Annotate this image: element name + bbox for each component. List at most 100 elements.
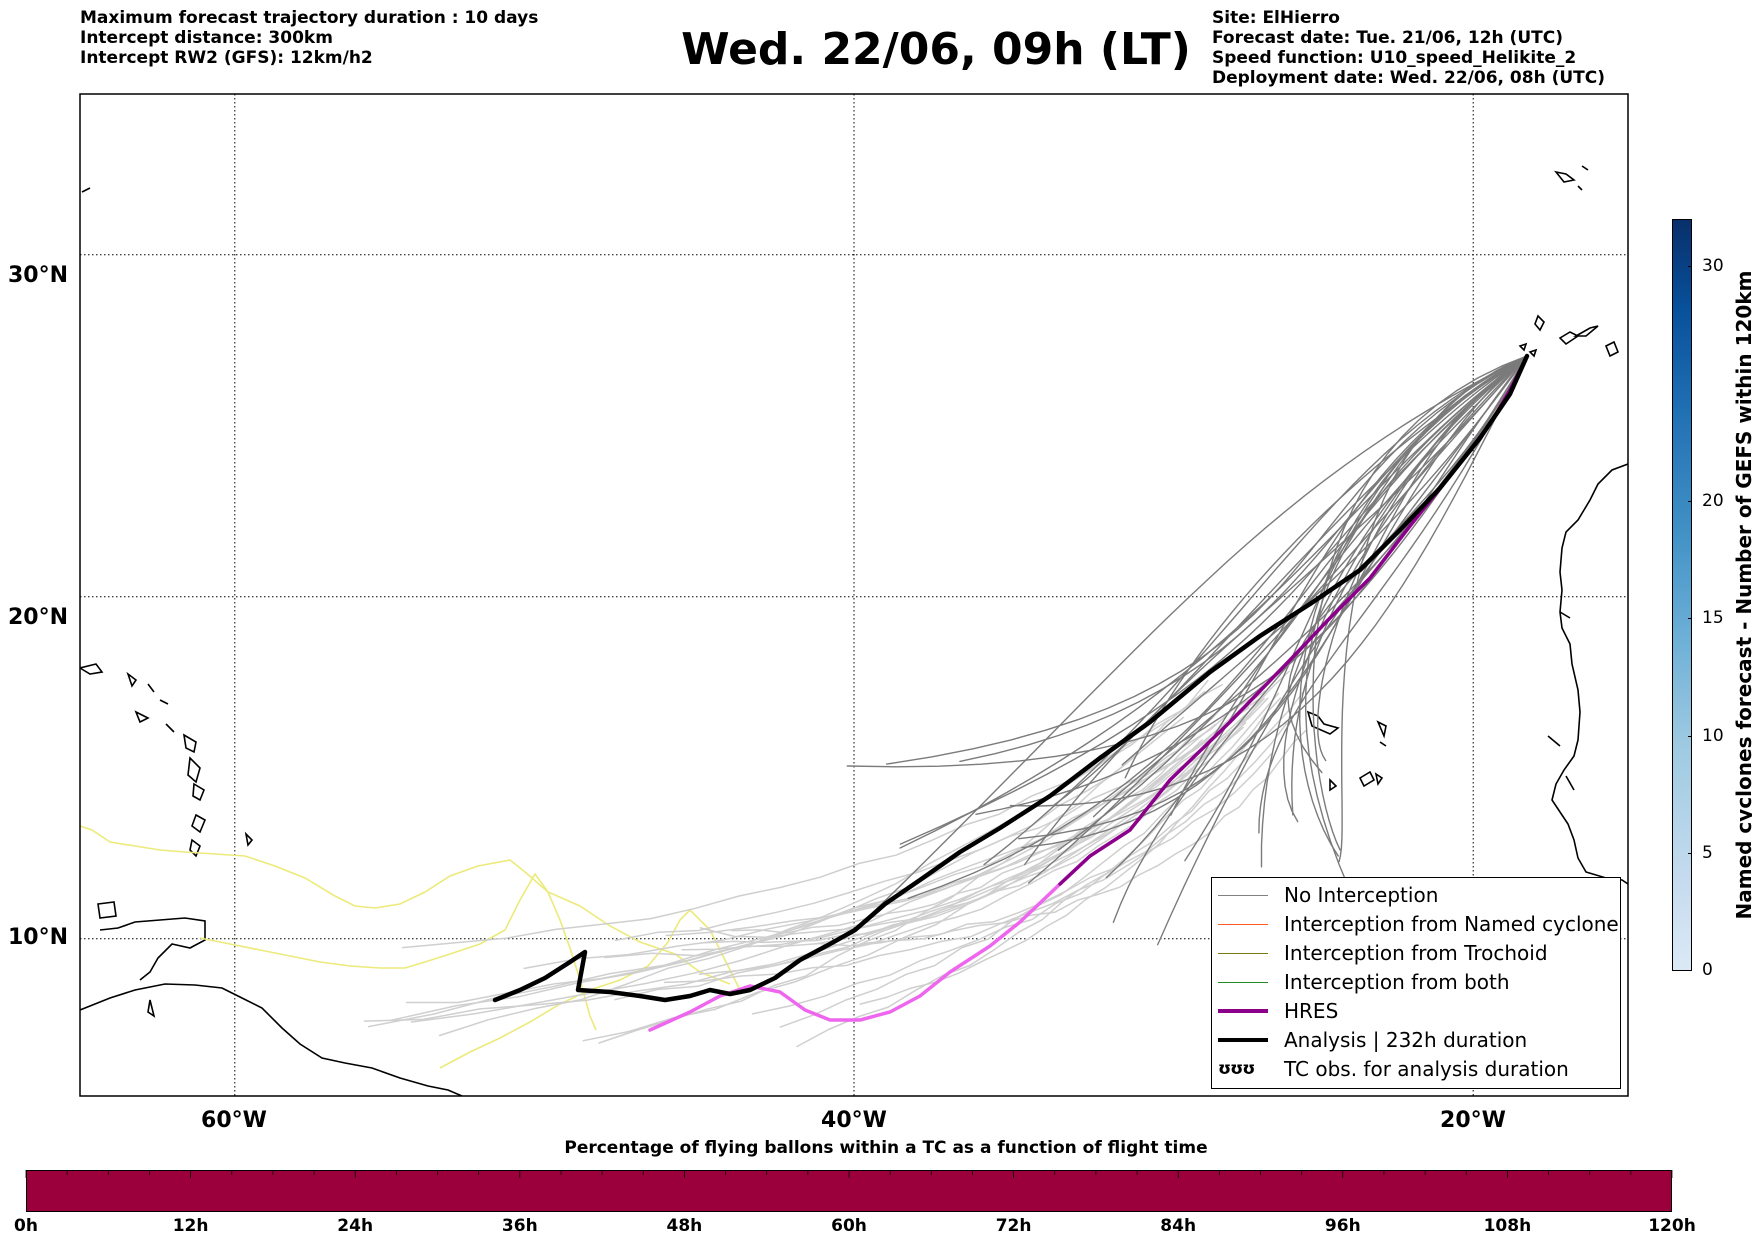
ensemble-member-33 (1338, 355, 1528, 863)
ensemble-member-tail-23 (731, 723, 1217, 934)
lat-label-20n: 20°N (8, 605, 69, 630)
ensemble-member-30 (1287, 355, 1528, 774)
legend-label-trochoid: Interception from Trochoid (1284, 941, 1548, 965)
ensemble-member-29 (959, 355, 1528, 763)
time-tick-96h: 96h (1324, 1216, 1361, 1236)
colorbar-label: Named cyclones forecast - Number of GEFS… (1732, 270, 1752, 920)
legend-item-no-interception: No Interception (1218, 881, 1438, 909)
coast-madeira (1554, 165, 1589, 191)
ensemble-member-31 (869, 355, 1528, 916)
ensemble-member-tail-4 (698, 721, 1247, 975)
ensemble-member-6 (1184, 355, 1528, 862)
coast-venezuela-north (99, 917, 206, 981)
coast-virgin-islands (80, 663, 175, 733)
trochoid-track-2 (199, 872, 597, 1031)
map-frame (79, 93, 1629, 1097)
ensemble-member-tail-6 (859, 694, 1286, 1005)
legend-item-analysis: Analysis | 232h duration (1218, 1026, 1527, 1054)
time-tick-36h: 36h (501, 1216, 538, 1236)
ensemble-member-tail-2 (663, 752, 1273, 984)
legend-swatch-both (1218, 981, 1268, 983)
legend-swatch-analysis (1218, 1038, 1268, 1042)
time-tick-48h: 48h (666, 1216, 703, 1236)
ensemble-member-16 (899, 355, 1528, 849)
lon-label-40w: 40°W (821, 1108, 887, 1133)
lat-label-10n: 10°N (8, 925, 69, 950)
graticule (80, 94, 1628, 1096)
max-duration-text: Maximum forecast trajectory duration : 1… (80, 8, 539, 28)
ensemble-member-19 (1291, 355, 1528, 816)
time-tick-24h: 24h (337, 1216, 374, 1236)
legend-label-named-cyclone: Interception from Named cyclone (1284, 912, 1619, 936)
lon-label-60w: 60°W (201, 1108, 267, 1133)
lon-label-20w: 20°W (1440, 1108, 1506, 1133)
ensemble-member-14 (1018, 355, 1528, 840)
ensemble-member-12 (1304, 355, 1528, 890)
legend-item-named-cyclone: Interception from Named cyclone (1218, 910, 1619, 938)
ensemble-member-tail-19 (751, 722, 1288, 1015)
ensemble-member-22 (1121, 355, 1528, 766)
legend-item-tc-obs: ʊʊʊ TC obs. for analysis duration (1218, 1055, 1569, 1083)
colorbar-tick-5: 5 (1702, 843, 1713, 863)
header-right-info: Site: ElHierro Forecast date: Tue. 21/06… (1212, 8, 1605, 88)
map-title: Wed. 22/06, 09h (LT) (681, 24, 1191, 75)
ensemble-member-tail-15 (410, 695, 1234, 1023)
legend-label-analysis: Analysis | 232h duration (1284, 1028, 1528, 1052)
coast-africa-detail (1547, 611, 1575, 791)
coast-africa (1551, 463, 1628, 885)
ensemble-member-tail-16 (681, 697, 1265, 951)
ensemble-member-tail-20 (859, 730, 1307, 945)
ensemble-member-tail-8 (401, 684, 1223, 949)
lat-label-30n: 30°N (8, 263, 69, 288)
ensemble-member-25 (907, 355, 1528, 899)
colorbar-tick-10: 10 (1702, 726, 1724, 746)
ensemble-member-21 (1009, 355, 1528, 807)
ensemble-member-5 (1053, 355, 1528, 806)
colorbar-tick-15: 15 (1702, 608, 1724, 628)
coast-lesser-antilles (182, 733, 254, 858)
colorbar-tick-30: 30 (1702, 256, 1724, 276)
ensemble-member-tail-1 (604, 699, 1263, 959)
coast-cape-verde (1306, 710, 1387, 792)
coast-south-america (80, 983, 463, 1096)
ensemble-member-tail-25 (704, 739, 1203, 944)
time-tick-108h: 108h (1483, 1216, 1532, 1236)
ensemble-member-1 (886, 355, 1528, 765)
ensemble-member-tail-9 (367, 707, 1250, 1028)
ensemble-member-tail-17 (405, 716, 1185, 1004)
trochoid-track (80, 825, 731, 985)
time-tick-60h: 60h (831, 1216, 867, 1236)
legend-swatch-trochoid (1218, 952, 1268, 954)
time-tick-72h: 72h (995, 1216, 1032, 1236)
timebar-title: Percentage of flying ballons within a TC… (564, 1138, 1208, 1158)
ensemble-member-tail-18 (598, 679, 1209, 1044)
legend-swatch-named-cyclone (1218, 923, 1268, 925)
time-tick-0h: 0h (14, 1216, 38, 1236)
legend-item-hres: HRES (1218, 997, 1338, 1025)
site-text: Site: ElHierro (1212, 8, 1340, 28)
coastlines (80, 165, 1628, 1096)
ensemble-member-tail-13 (779, 692, 1280, 1028)
coast-nw-island (81, 187, 91, 193)
time-tick-84h: 84h (1160, 1216, 1197, 1236)
legend-label-tc-obs: TC obs. for analysis duration (1284, 1057, 1569, 1081)
ensemble-member-tail-22 (817, 687, 1307, 947)
trajectories (80, 353, 1530, 1069)
legend-item-both: Interception from both (1218, 968, 1510, 996)
ensemble-member-32 (1298, 355, 1528, 857)
intercept-rw2-text: Intercept RW2 (GFS): 12km/h2 (80, 48, 373, 68)
colorbar-tick-20: 20 (1702, 491, 1724, 511)
ensemble-member-18 (1312, 355, 1528, 851)
cyclone-colorbar (1672, 219, 1692, 971)
tc-percentage-timebar (26, 1170, 1672, 1212)
legend-label-hres: HRES (1284, 999, 1339, 1023)
legend-item-trochoid: Interception from Trochoid (1218, 939, 1548, 967)
intercept-distance-text: Intercept distance: 300km (80, 28, 333, 48)
time-tick-12h: 12h (172, 1216, 209, 1236)
colorbar-tick-0: 0 (1702, 960, 1713, 980)
tc-symbol-icon: ʊʊʊ (1218, 1059, 1255, 1079)
legend-label-no-interception: No Interception (1284, 883, 1439, 907)
legend-swatch-hres (1218, 1009, 1268, 1013)
speed-function-text: Speed function: U10_speed_Helikite_2 (1212, 48, 1577, 68)
